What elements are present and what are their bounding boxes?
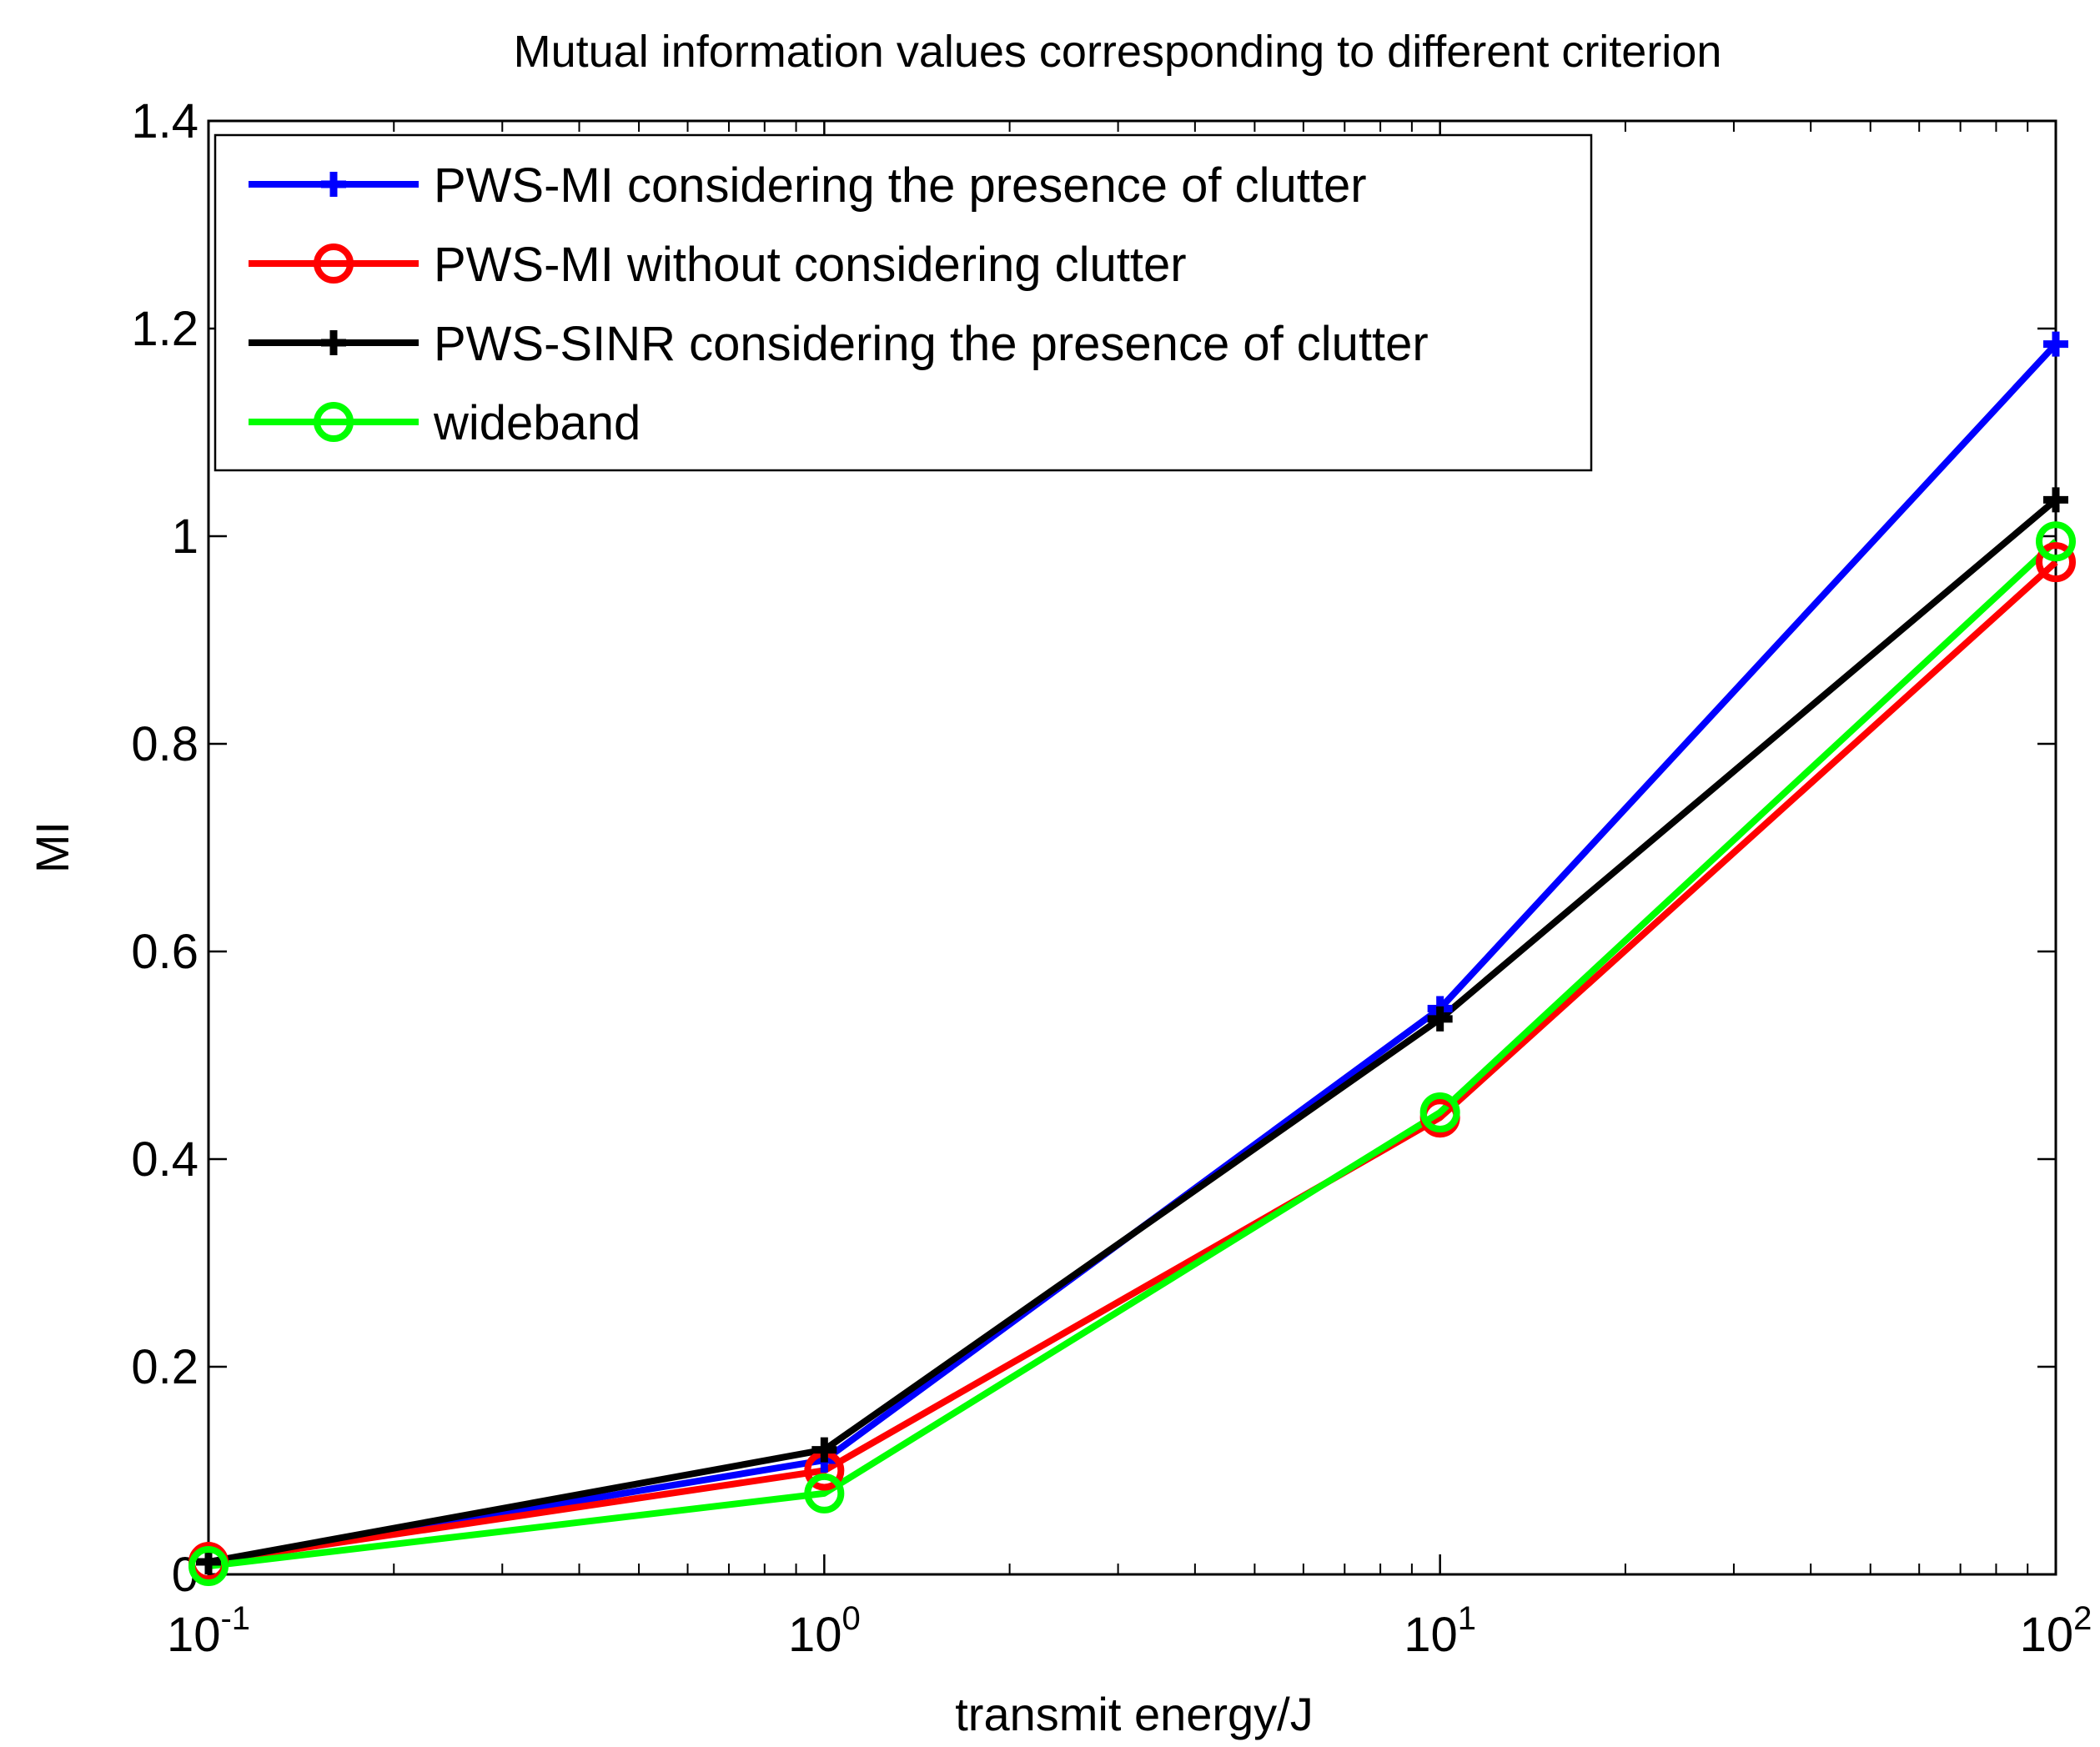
x-tick-label: 100 <box>788 1600 861 1662</box>
legend-label: wideband <box>433 396 641 450</box>
legend-label: PWS-MI considering the presence of clutt… <box>434 158 1367 213</box>
legend-label: PWS-MI without considering clutter <box>434 238 1187 292</box>
y-tick-label: 0.2 <box>131 1340 198 1394</box>
y-tick-label: 1.2 <box>131 302 198 356</box>
y-tick-label: 0.6 <box>131 925 198 979</box>
y-tick-label: 0.8 <box>131 717 198 771</box>
series-marker-circle <box>2036 542 2076 583</box>
x-tick-label: 10-1 <box>167 1600 250 1662</box>
y-tick-label: 1.4 <box>131 94 198 148</box>
series-marker-circle <box>188 1546 229 1587</box>
y-tick-label: 1 <box>172 510 198 564</box>
legend: PWS-MI considering the presence of clutt… <box>214 133 1593 472</box>
series-marker-circle <box>1419 1092 1460 1132</box>
series-lines <box>208 341 2058 1570</box>
y-tick-label: 0.4 <box>131 1132 198 1187</box>
chart-title: Mutual information values corresponding … <box>514 27 1722 77</box>
y-axis-ticks: 00.20.40.60.811.21.4 <box>131 94 2056 1602</box>
legend-label: PWS-SINR considering the presence of clu… <box>434 317 1429 371</box>
y-axis-label: MI <box>26 821 78 873</box>
series-marker-circle <box>314 243 354 284</box>
series-markers <box>188 331 2076 1587</box>
series-line-1 <box>208 560 2058 1566</box>
legend-box <box>214 133 1593 472</box>
series-line-2 <box>208 497 2058 1565</box>
x-tick-label: 101 <box>1404 1600 1476 1662</box>
series-marker-circle <box>804 1473 845 1514</box>
minor-ticks <box>393 121 2029 1574</box>
series-line-3 <box>208 539 2058 1570</box>
x-axis-ticks: 10-1 100 101 102 <box>167 121 2092 1662</box>
x-tick-label: 102 <box>2020 1600 2092 1662</box>
series-marker-circle <box>2036 521 2076 562</box>
x-axis-label: transmit energy/J <box>955 1688 1314 1740</box>
series-marker-circle <box>314 402 354 442</box>
